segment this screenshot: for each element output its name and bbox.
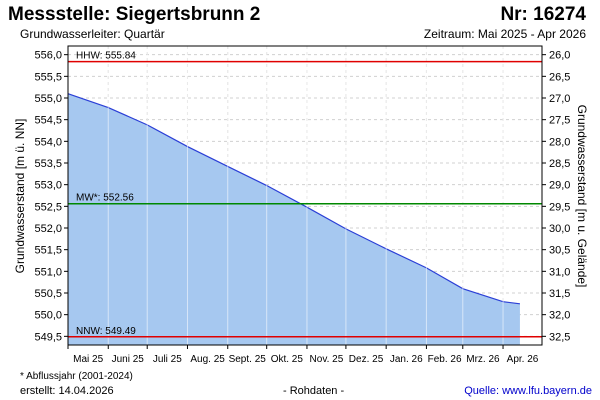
y2-axis-label: Grundwasserstand [m u. Gelände] xyxy=(575,105,589,288)
month-grid-layer xyxy=(107,46,504,345)
x-tick-label: Okt. 25 xyxy=(271,354,304,365)
y-tick-label: 556,0 xyxy=(34,50,62,62)
y-tick-label: 554,5 xyxy=(34,115,62,127)
x-tick-label: Juli 25 xyxy=(153,354,182,365)
created-date: erstellt: 14.04.2026 xyxy=(20,385,114,397)
y2-tick-label: 30,0 xyxy=(549,223,570,235)
raw-data-note: - Rohdaten - xyxy=(283,385,345,397)
y-tick-label: 553,0 xyxy=(34,180,62,192)
x-tick-label: Aug. 25 xyxy=(190,354,225,365)
y-axis-label: Grundwasserstand [m ü. NN] xyxy=(13,119,27,274)
y-tick-label: 553,5 xyxy=(34,158,62,170)
y2-tick-label: 31,5 xyxy=(549,288,570,300)
y2-tick-label: 28,0 xyxy=(549,136,570,148)
x-tick-label: Mai 25 xyxy=(73,354,103,365)
source-link[interactable]: Quelle: www.lfu.bayern.de xyxy=(464,385,592,397)
y-tick-label: 555,5 xyxy=(34,71,62,83)
y-tick-label: 551,5 xyxy=(34,245,62,257)
y2-tick-label: 26,0 xyxy=(549,50,570,62)
y-tick-label: 552,0 xyxy=(34,223,62,235)
y2-tick-label: 27,0 xyxy=(549,93,570,105)
axis-layer: 549,5 550,0 550,5 551,0 551,5 552,0 552,5 553,0… xyxy=(34,45,570,365)
y2-tick-label: 28,5 xyxy=(549,158,570,170)
x-tick-label: Apr. 26 xyxy=(507,354,539,365)
plot-frame xyxy=(67,45,543,346)
x-tick-label: Nov. 25 xyxy=(310,354,344,365)
aquifer-subtitle: Grundwasserleiter: Quartär xyxy=(20,27,165,41)
hhw-label: HHW: 555.84 xyxy=(76,51,136,62)
x-tick-label: Feb. 26 xyxy=(428,354,462,365)
y-tick-label: 550,0 xyxy=(34,310,62,322)
y2-tick-label: 30,5 xyxy=(549,245,570,257)
y-tick-label: 554,0 xyxy=(34,136,62,148)
reference-lines-layer: HHW: 555.84 MW*: 552.56 NNW: 549.49 xyxy=(68,51,542,338)
y-tick-label: 550,5 xyxy=(34,288,62,300)
y2-tick-label: 29,0 xyxy=(549,180,570,192)
y2-tick-label: 31,0 xyxy=(549,266,570,278)
y-tick-label: 552,5 xyxy=(34,201,62,213)
page-title: Messstelle: Siegertsbrunn 2 xyxy=(8,4,261,25)
x-tick-label: Mrz. 26 xyxy=(466,354,500,365)
y-tick-label: 555,0 xyxy=(34,93,62,105)
x-tick-label: Sept. 25 xyxy=(229,354,267,365)
y2-tick-label: 26,5 xyxy=(549,71,570,83)
y2-tick-label: 29,5 xyxy=(549,201,570,213)
x-tick-label: Jan. 26 xyxy=(390,354,423,365)
y-tick-label: 551,0 xyxy=(34,266,62,278)
x-tick-label: Juni 25 xyxy=(112,354,145,365)
y2-tick-label: 27,5 xyxy=(549,115,570,127)
mw-label: MW*: 552.56 xyxy=(76,193,134,204)
period-label: Zeitraum: Mai 2025 - Apr 2026 xyxy=(423,27,586,41)
water-level-area xyxy=(68,93,520,346)
y-tick-label: 549,5 xyxy=(34,331,62,343)
station-number: Nr: 16274 xyxy=(500,4,586,25)
y2-tick-label: 32,5 xyxy=(549,331,570,343)
footnote: * Abflussjahr (2001-2024) xyxy=(20,371,133,382)
y2-tick-label: 32,0 xyxy=(549,310,570,322)
nnw-label: NNW: 549.49 xyxy=(76,326,136,337)
x-tick-label: Dez. 25 xyxy=(349,354,384,365)
